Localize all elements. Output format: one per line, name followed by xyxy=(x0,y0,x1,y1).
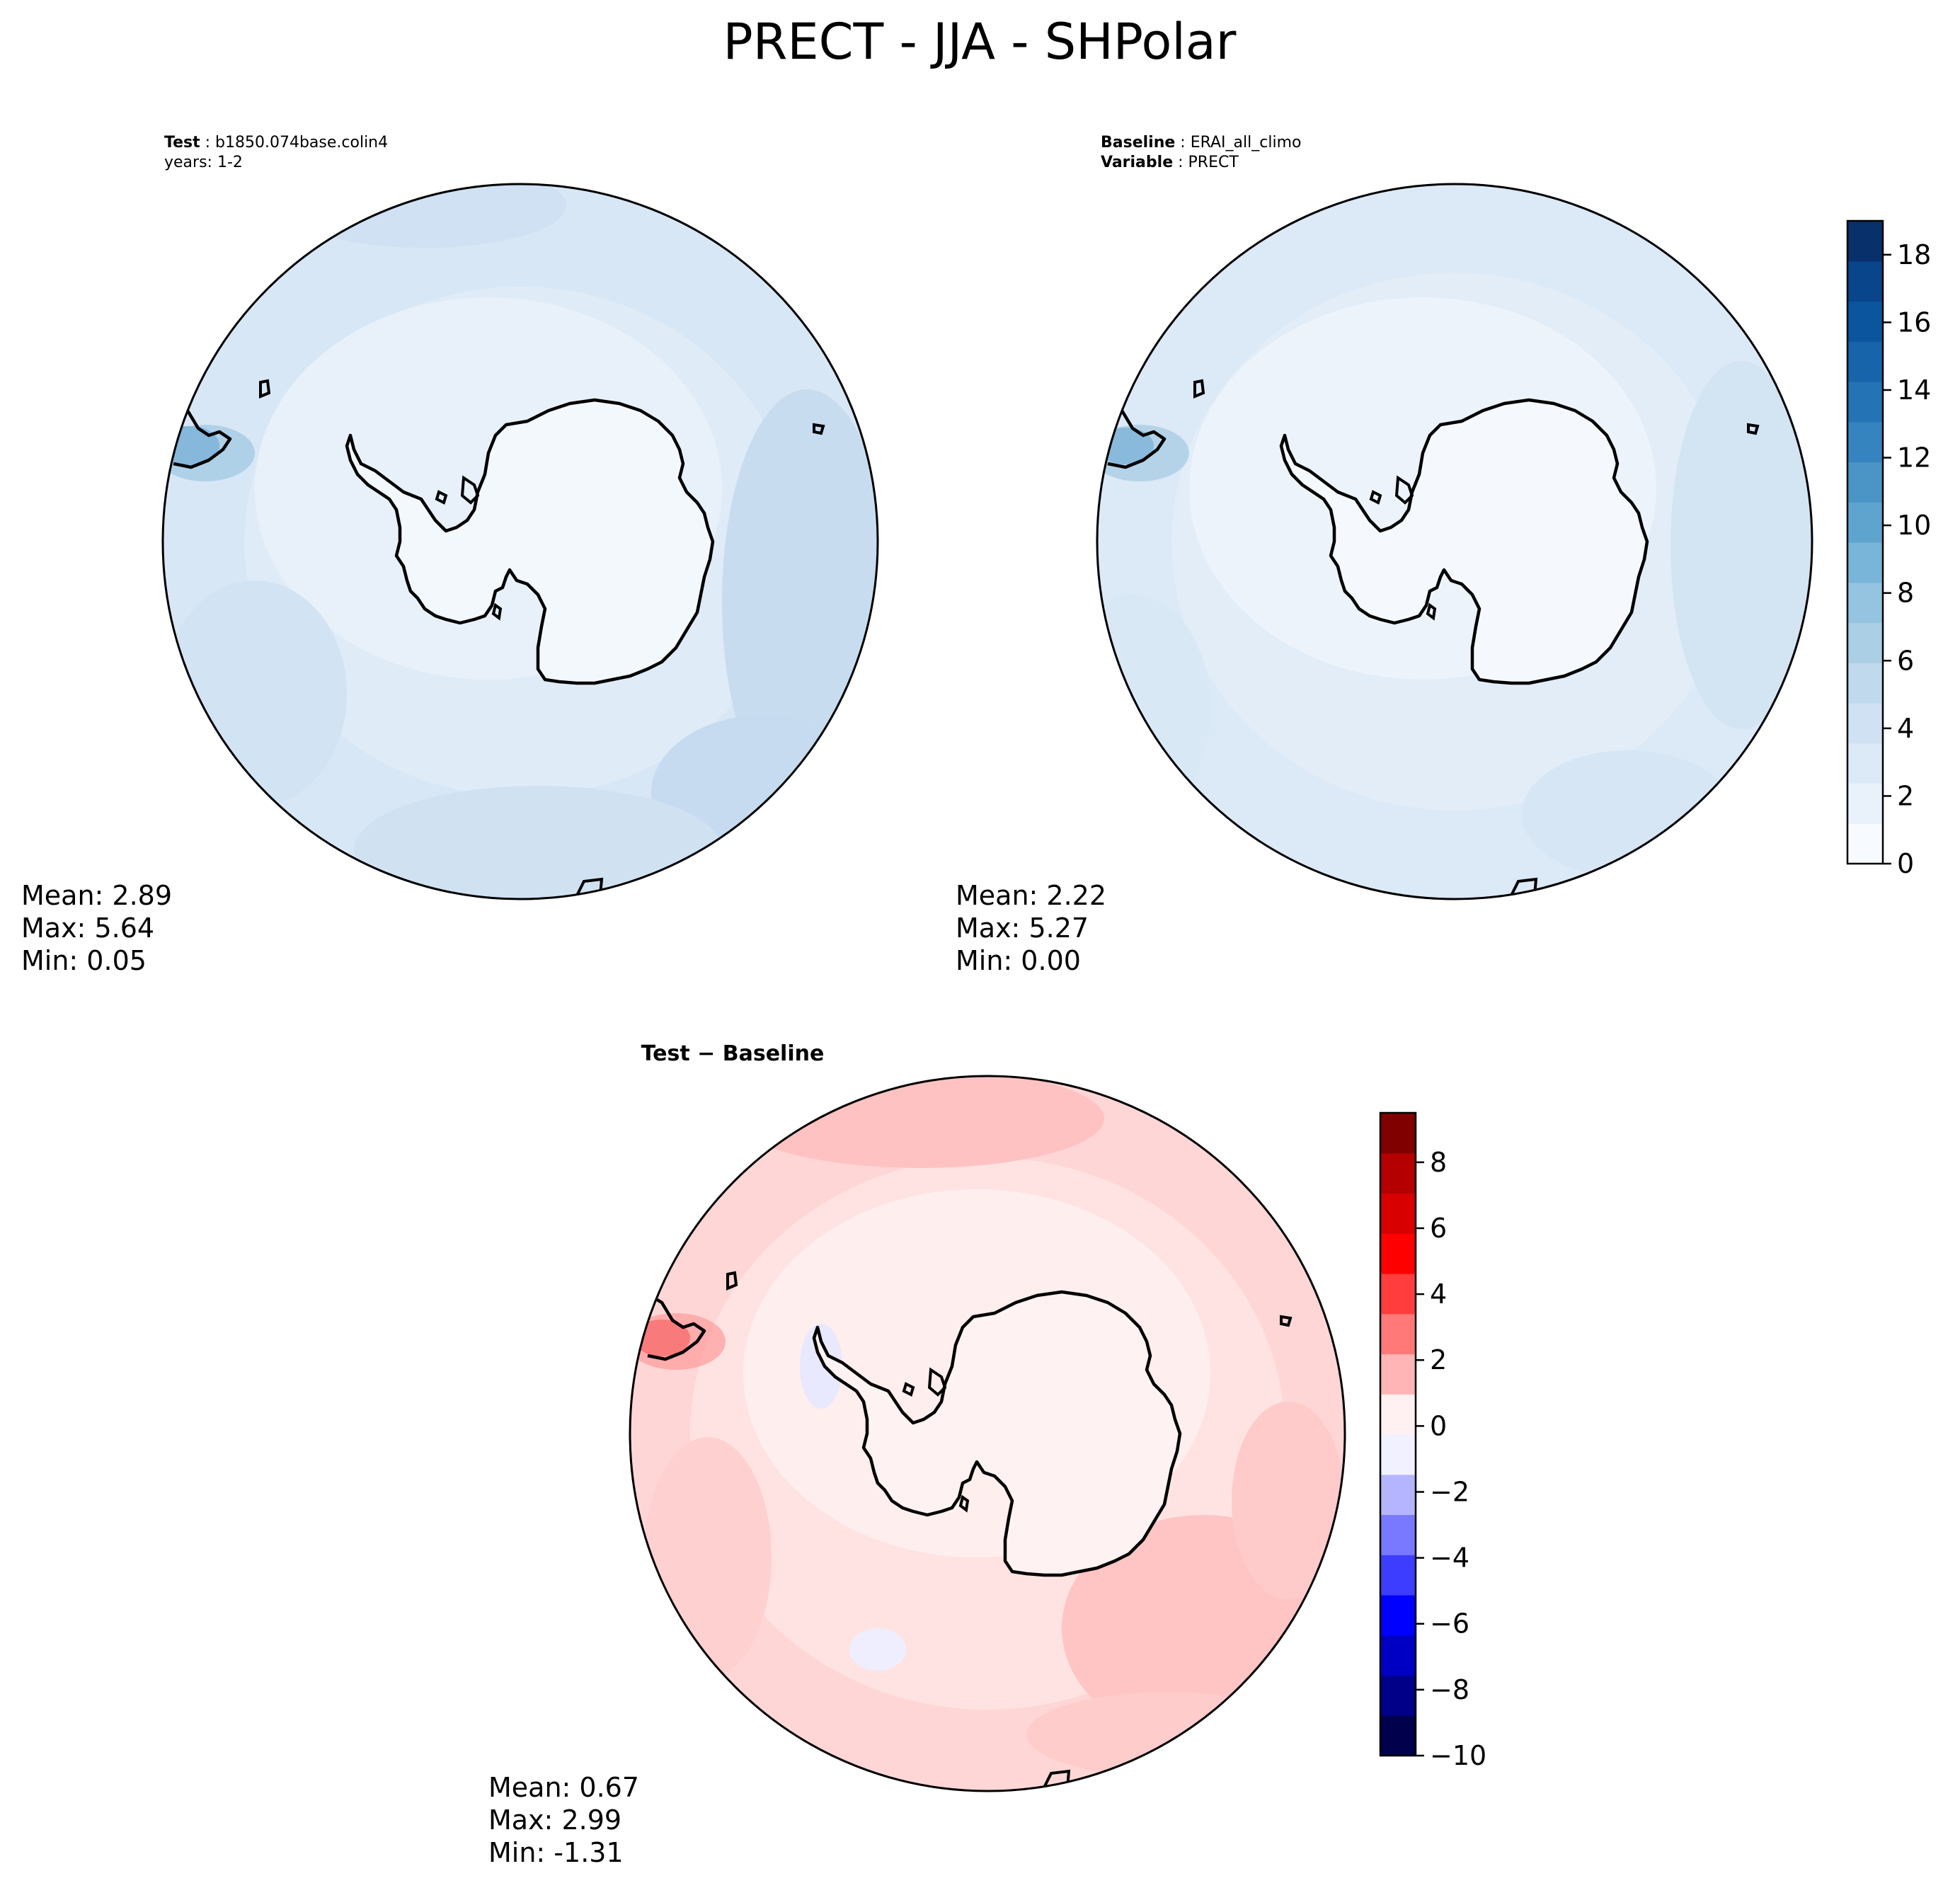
diff-title-sep: − xyxy=(697,1041,715,1066)
diff-colorbar: 8 6 4 2 0 −2 −4 −6 −8 −10 xyxy=(1379,1111,1486,1771)
diff-colorbar-tick-label: −6 xyxy=(1430,1608,1469,1640)
figure-title: PRECT - JJA - SHPolar xyxy=(723,13,1237,71)
diff-colorbar-swatch xyxy=(1380,1354,1416,1395)
diff-colorbar-swatch xyxy=(1380,1152,1416,1194)
baseline-variable-value: PRECT xyxy=(1188,154,1239,171)
baseline-label-name: Baseline xyxy=(1101,134,1175,151)
diff-colorbar-swatch xyxy=(1380,1675,1416,1716)
baseline-stats: Mean: 2.22 Max: 5.27 Min: 0.00 xyxy=(956,880,1106,976)
svg-text:Variable : PRECT: Variable : PRECT xyxy=(1101,154,1239,171)
precip-colorbar-swatch xyxy=(1847,622,1883,663)
diff-colorbar-swatch xyxy=(1380,1233,1416,1274)
diff-colorbar-swatch xyxy=(1380,1514,1416,1555)
baseline-mean: Mean: 2.22 xyxy=(956,880,1106,911)
diff-colorbar-tick-label: 2 xyxy=(1430,1344,1447,1375)
precip-colorbar-tick-label: 16 xyxy=(1897,307,1931,338)
diff-colorbar-ticks: 8 6 4 2 0 −2 −4 −6 −8 −10 xyxy=(1416,1147,1486,1771)
precip-colorbar-swatch xyxy=(1847,382,1883,423)
precip-colorbar-swatch xyxy=(1847,301,1883,342)
diff-colorbar-swatch xyxy=(1380,1313,1416,1355)
precip-colorbar-ticks: 0 2 4 6 8 10 12 14 16 18 xyxy=(1883,239,1931,879)
precip-colorbar-tick-label: 12 xyxy=(1897,442,1931,474)
diff-colorbar-swatch xyxy=(1380,1474,1416,1516)
baseline-label-value: ERAI_all_climo xyxy=(1191,134,1302,151)
precip-colorbar-swatch xyxy=(1847,502,1883,543)
test-map xyxy=(161,183,879,900)
precip-colorbar-swatch xyxy=(1847,221,1883,262)
precip-colorbar-swatch xyxy=(1847,663,1883,704)
diff-colorbar-swatch xyxy=(1380,1274,1416,1315)
diff-colorbar-tick-label: 0 xyxy=(1430,1410,1447,1441)
precip-colorbar-swatch xyxy=(1847,823,1883,864)
diff-max: Max: 2.99 xyxy=(488,1804,621,1836)
diff-title-right: Baseline xyxy=(723,1041,825,1066)
precip-colorbar-tick-label: 10 xyxy=(1897,510,1931,541)
diff-title-left: Test xyxy=(641,1041,690,1066)
precip-colorbar: 0 2 4 6 8 10 12 14 16 18 xyxy=(1846,219,1931,879)
diff-colorbar-tick-label: −10 xyxy=(1430,1740,1486,1771)
baseline-min: Min: 0.00 xyxy=(956,945,1081,976)
precip-colorbar-swatch xyxy=(1847,542,1883,583)
test-label-value: b1850.074base.colin4 xyxy=(215,134,388,151)
precip-colorbar-tick-label: 4 xyxy=(1897,713,1914,744)
precip-colorbar-tick-label: 6 xyxy=(1897,645,1914,676)
precip-colorbar-swatches xyxy=(1847,221,1883,864)
precip-colorbar-swatch xyxy=(1847,703,1883,744)
diff-colorbar-tick-label: −8 xyxy=(1430,1674,1469,1705)
diff-colorbar-tick-label: 8 xyxy=(1430,1147,1447,1178)
diff-colorbar-tick-label: 4 xyxy=(1430,1278,1447,1310)
precip-colorbar-tick-label: 14 xyxy=(1897,374,1931,406)
baseline-map xyxy=(1096,183,1813,900)
baseline-max: Max: 5.27 xyxy=(956,912,1089,944)
precip-colorbar-tick-label: 8 xyxy=(1897,578,1914,609)
precip-colorbar-swatch xyxy=(1847,462,1883,503)
diff-colorbar-swatch xyxy=(1380,1715,1416,1756)
svg-text:Baseline : ERAI_all_climo: Baseline : ERAI_all_climo xyxy=(1101,134,1301,151)
test-years: years: 1-2 xyxy=(164,154,243,171)
precip-colorbar-tick-label: 18 xyxy=(1897,239,1931,270)
precip-colorbar-swatch xyxy=(1847,743,1883,784)
precip-colorbar-swatch xyxy=(1847,341,1883,382)
precip-colorbar-tick-label: 0 xyxy=(1897,848,1914,879)
test-min: Min: 0.05 xyxy=(21,945,147,976)
diff-colorbar-swatch xyxy=(1380,1635,1416,1676)
baseline-panel-header: Baseline : ERAI_all_climo Variable : PRE… xyxy=(1101,134,1301,171)
diff-colorbar-swatch xyxy=(1380,1193,1416,1234)
diff-mean: Mean: 0.67 xyxy=(488,1772,639,1803)
diff-colorbar-swatches xyxy=(1380,1113,1416,1756)
diff-map xyxy=(629,1075,1346,1792)
diff-colorbar-swatch xyxy=(1380,1113,1416,1154)
diff-colorbar-tick-label: −4 xyxy=(1430,1543,1469,1574)
precip-colorbar-tick-label: 2 xyxy=(1897,780,1914,811)
test-mean: Mean: 2.89 xyxy=(21,880,172,911)
diff-title: Test − Baseline xyxy=(641,1041,825,1066)
test-stats: Mean: 2.89 Max: 5.64 Min: 0.05 xyxy=(21,880,172,976)
diff-colorbar-tick-label: 6 xyxy=(1430,1213,1447,1244)
diff-colorbar-swatch xyxy=(1380,1394,1416,1435)
precip-colorbar-swatch xyxy=(1847,421,1883,463)
diff-min: Min: -1.31 xyxy=(488,1837,624,1868)
diff-colorbar-swatch xyxy=(1380,1434,1416,1475)
diff-colorbar-tick-label: −2 xyxy=(1430,1476,1469,1507)
precip-colorbar-swatch xyxy=(1847,261,1883,302)
svg-text:Test : b1850.074base.colin4: Test : b1850.074base.colin4 xyxy=(164,134,388,151)
diff-colorbar-swatch xyxy=(1380,1595,1416,1636)
diff-stats: Mean: 0.67 Max: 2.99 Min: -1.31 xyxy=(488,1772,639,1868)
precip-colorbar-swatch xyxy=(1847,783,1883,824)
test-label-name: Test xyxy=(164,134,200,151)
test-max: Max: 5.64 xyxy=(21,912,154,944)
diff-colorbar-swatch xyxy=(1380,1555,1416,1596)
precip-colorbar-swatch xyxy=(1847,582,1883,624)
baseline-variable-name: Variable xyxy=(1101,154,1173,171)
test-panel-header: Test : b1850.074base.colin4 years: 1-2 xyxy=(164,134,388,171)
